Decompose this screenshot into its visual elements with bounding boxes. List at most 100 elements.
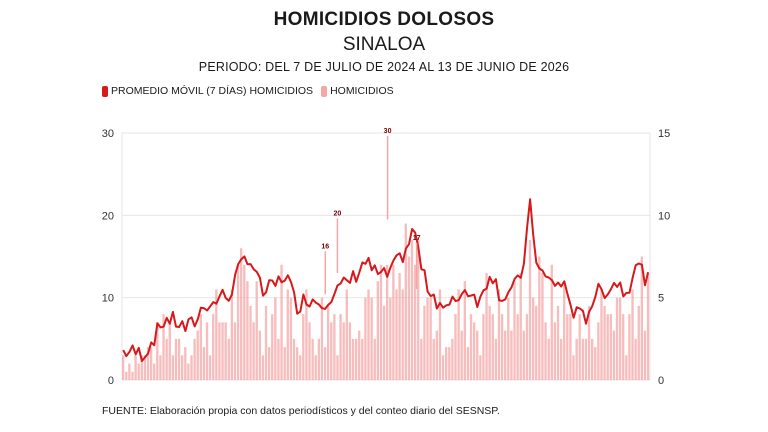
daily-bar	[445, 347, 448, 380]
daily-bar	[448, 347, 451, 380]
daily-bar	[519, 272, 522, 380]
daily-bar	[156, 322, 159, 380]
daily-bar	[612, 330, 616, 380]
daily-bar	[510, 330, 513, 380]
daily-bar	[140, 355, 143, 380]
daily-bar	[326, 305, 330, 380]
daily-bar	[646, 272, 650, 380]
daily-bar	[407, 256, 411, 380]
daily-bar	[556, 305, 560, 380]
legend-item-daily: HOMICIDIOS	[321, 85, 394, 97]
daily-bar	[417, 240, 420, 380]
daily-bar	[221, 322, 224, 380]
daily-bar	[451, 338, 454, 380]
peak-label: 30	[384, 128, 392, 135]
daily-bar	[162, 314, 165, 380]
daily-bar	[339, 314, 342, 380]
daily-bar	[168, 322, 171, 380]
daily-bar	[625, 355, 628, 380]
daily-bar	[507, 297, 510, 380]
chart-period: PERIODO: DEL 7 DE JULIO DE 2024 AL 13 DE…	[198, 60, 570, 74]
daily-bar	[609, 314, 612, 380]
daily-bar	[597, 322, 600, 380]
daily-bar	[541, 272, 544, 380]
daily-bar	[386, 264, 389, 380]
daily-bar	[215, 289, 218, 380]
daily-bar	[634, 338, 637, 380]
daily-bar	[367, 289, 370, 380]
daily-bar	[640, 256, 644, 380]
legend-item-moving-average: PROMEDIO MÓVIL (7 DÍAS) HOMICIDIOS	[102, 85, 313, 97]
daily-bar	[525, 314, 529, 380]
daily-bar	[122, 355, 125, 380]
daily-bar	[457, 289, 460, 380]
daily-bar	[134, 355, 137, 380]
daily-bar	[485, 272, 488, 380]
daily-bar	[513, 281, 516, 380]
daily-bar	[358, 330, 361, 380]
daily-bar	[622, 314, 625, 380]
daily-bar	[476, 330, 479, 380]
y-left-tick-label: 30	[102, 128, 114, 140]
daily-bar	[128, 363, 131, 380]
daily-bar	[218, 322, 221, 380]
daily-bar	[581, 338, 584, 380]
daily-bar	[538, 256, 541, 380]
daily-bar	[305, 289, 308, 380]
daily-bar	[240, 248, 243, 380]
y-right-tick-label: 0	[658, 375, 664, 387]
daily-bar	[432, 338, 435, 380]
legend-label-moving-average: PROMEDIO MÓVIL (7 DÍAS) HOMICIDIOS	[111, 85, 314, 97]
daily-bar	[255, 281, 258, 380]
daily-bar	[243, 264, 246, 380]
chart-subtitle: SINALOA	[342, 34, 426, 55]
daily-bar	[479, 355, 482, 380]
daily-bar	[606, 314, 609, 380]
daily-bar	[590, 338, 594, 380]
daily-bar	[149, 347, 153, 380]
daily-bar	[643, 330, 647, 380]
daily-bar	[494, 338, 498, 380]
daily-bar	[317, 338, 320, 380]
daily-bar	[299, 355, 302, 380]
peak-label: 17	[413, 235, 421, 242]
daily-bar	[323, 347, 327, 380]
daily-bar	[631, 289, 634, 380]
legend-label-daily: HOMICIDIOS	[330, 85, 394, 97]
daily-bar	[137, 363, 140, 380]
daily-bar	[615, 297, 619, 380]
daily-bar	[628, 314, 631, 380]
daily-bar	[199, 314, 202, 380]
daily-bar	[153, 363, 156, 380]
daily-bar	[271, 314, 274, 380]
daily-bar	[289, 297, 293, 380]
y-right-tick-label: 10	[658, 210, 670, 222]
daily-bar	[125, 371, 128, 380]
daily-bar	[401, 289, 404, 380]
daily-bar	[603, 305, 606, 380]
daily-bar	[286, 289, 289, 380]
daily-bar	[395, 289, 398, 380]
daily-bar	[224, 322, 227, 380]
daily-bar	[171, 355, 175, 380]
daily-bar	[413, 264, 417, 380]
daily-bar	[404, 223, 407, 380]
daily-bar	[190, 355, 193, 380]
daily-bar	[336, 355, 339, 380]
daily-bar	[423, 305, 426, 380]
legend-swatch-daily	[321, 85, 328, 97]
daily-bar	[531, 297, 535, 380]
daily-bar	[528, 240, 532, 380]
daily-bar	[618, 297, 622, 380]
daily-bar	[261, 355, 265, 380]
daily-bar	[314, 355, 317, 380]
daily-bar	[233, 322, 237, 380]
daily-bar	[311, 338, 314, 380]
daily-bar	[504, 330, 507, 380]
daily-bar	[420, 338, 423, 380]
daily-bar	[354, 338, 358, 380]
daily-bar	[277, 338, 280, 380]
daily-bar	[348, 322, 352, 380]
daily-bar	[550, 264, 553, 380]
